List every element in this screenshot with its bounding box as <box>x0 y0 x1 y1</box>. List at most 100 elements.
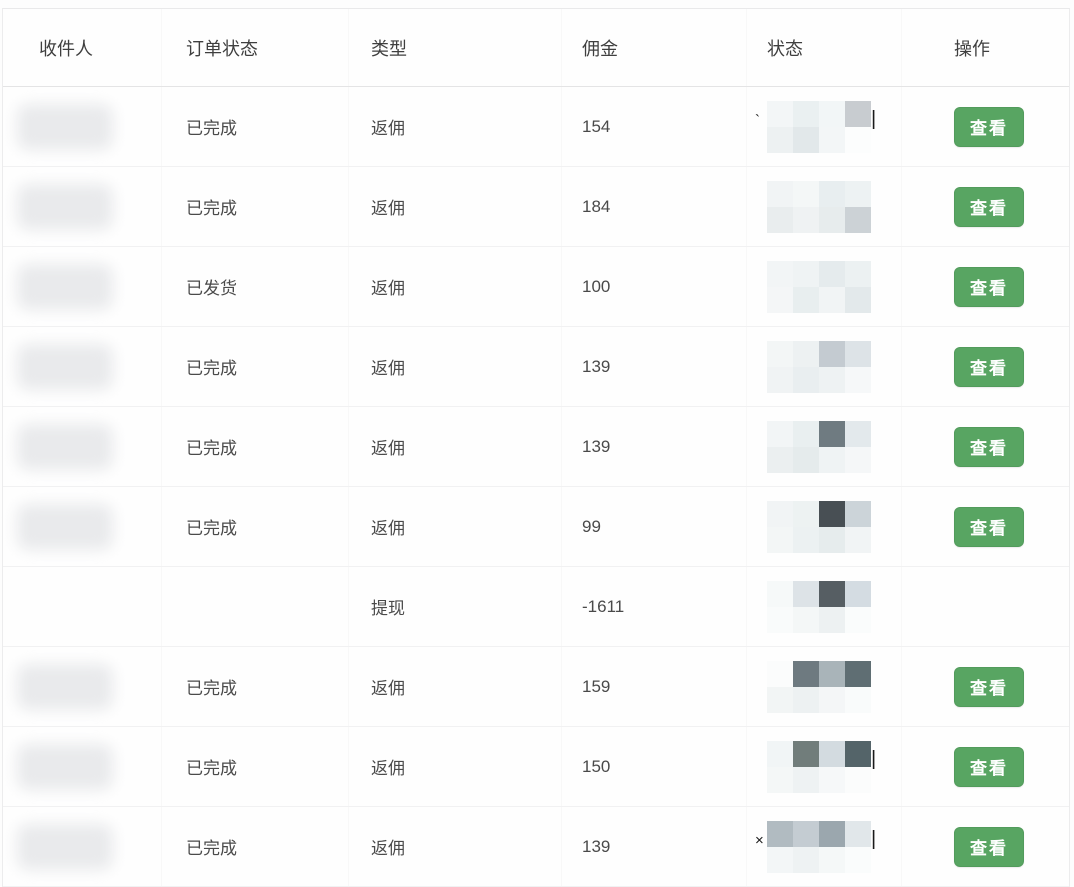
action-cell: 查看 <box>901 487 1069 566</box>
table-row: 已完成 返佣 184 查看 <box>3 167 1069 247</box>
type-cell: 返佣 <box>348 727 561 806</box>
commission-cell: 139 <box>561 807 746 886</box>
table-row: 已完成 返佣 139 查看 <box>3 407 1069 487</box>
view-button[interactable]: 查看 <box>954 826 1024 867</box>
order-status-cell: 已完成 <box>161 727 348 806</box>
commission-cell: 184 <box>561 167 746 246</box>
order-status-cell: 已完成 <box>161 87 348 166</box>
commission-cell: 139 <box>561 407 746 486</box>
view-button[interactable]: 查看 <box>954 426 1024 467</box>
table-row: 已完成 返佣 154 ` | 查看 <box>3 87 1069 167</box>
redacted-recipient-blur <box>17 663 113 710</box>
view-button[interactable]: 查看 <box>954 346 1024 387</box>
type-cell: 返佣 <box>348 487 561 566</box>
redaction-artifact-left: × <box>755 832 764 849</box>
order-status-cell: 已发货 <box>161 247 348 326</box>
recipient-cell <box>3 727 161 806</box>
table-row: 已完成 返佣 139 查看 <box>3 327 1069 407</box>
redacted-recipient-blur <box>17 823 113 870</box>
action-cell: 查看 <box>901 407 1069 486</box>
view-button[interactable]: 查看 <box>954 186 1024 227</box>
redacted-status-mosaic <box>767 500 871 553</box>
status-cell <box>746 407 901 486</box>
orders-table: 收件人 订单状态 类型 佣金 状态 操作 已完成 返佣 154 ` | 查看 已… <box>2 8 1070 887</box>
recipient-cell <box>3 247 161 326</box>
status-cell: | <box>746 727 901 806</box>
order-status-cell: 已完成 <box>161 647 348 726</box>
recipient-cell <box>3 327 161 406</box>
view-button[interactable]: 查看 <box>954 266 1024 307</box>
status-cell: ` | <box>746 87 901 166</box>
recipient-cell <box>3 167 161 246</box>
redaction-artifact-right: | <box>871 108 877 130</box>
table-row: 提现 -1611 <box>3 567 1069 647</box>
header-recipient: 收件人 <box>39 38 93 59</box>
redacted-recipient-blur <box>17 103 113 150</box>
header-status: 状态 <box>746 9 901 86</box>
view-button[interactable]: 查看 <box>954 106 1024 147</box>
table-header: 收件人 订单状态 类型 佣金 状态 操作 <box>3 9 1069 87</box>
recipient-cell <box>3 87 161 166</box>
recipient-cell <box>3 647 161 726</box>
status-cell <box>746 487 901 566</box>
redacted-recipient-blur <box>17 503 113 550</box>
order-status-cell <box>161 567 348 646</box>
header-commission: 佣金 <box>561 9 746 86</box>
redacted-status-mosaic <box>767 580 871 633</box>
redacted-status-mosaic <box>767 740 871 793</box>
commission-cell: 150 <box>561 727 746 806</box>
redaction-artifact-right: | <box>871 828 877 850</box>
type-cell: 提现 <box>348 567 561 646</box>
redacted-status-mosaic <box>767 260 871 313</box>
type-cell: 返佣 <box>348 647 561 726</box>
redacted-recipient-blur <box>17 343 113 390</box>
status-cell <box>746 167 901 246</box>
commission-cell: 139 <box>561 327 746 406</box>
status-cell: × | <box>746 807 901 886</box>
action-cell: 查看 <box>901 167 1069 246</box>
commission-cell: 159 <box>561 647 746 726</box>
table-row: 已完成 返佣 159 查看 <box>3 647 1069 727</box>
status-cell <box>746 327 901 406</box>
redacted-status-mosaic <box>767 340 871 393</box>
redaction-artifact-right: | <box>871 748 877 770</box>
type-cell: 返佣 <box>348 247 561 326</box>
view-button[interactable]: 查看 <box>954 746 1024 787</box>
header-order-status: 订单状态 <box>161 9 348 86</box>
action-cell: 查看 <box>901 247 1069 326</box>
commission-cell: 100 <box>561 247 746 326</box>
view-button[interactable]: 查看 <box>954 666 1024 707</box>
redacted-status-mosaic <box>767 660 871 713</box>
redacted-recipient-blur <box>17 423 113 470</box>
recipient-cell <box>3 567 161 646</box>
order-status-cell: 已完成 <box>161 807 348 886</box>
commission-cell: 154 <box>561 87 746 166</box>
action-cell: 查看 <box>901 727 1069 806</box>
redacted-recipient-blur <box>17 263 113 310</box>
header-type: 类型 <box>348 9 561 86</box>
order-status-cell: 已完成 <box>161 167 348 246</box>
type-cell: 返佣 <box>348 807 561 886</box>
header-action: 操作 <box>901 9 1069 86</box>
view-button[interactable]: 查看 <box>954 506 1024 547</box>
table-row: 已发货 返佣 100 查看 <box>3 247 1069 327</box>
type-cell: 返佣 <box>348 407 561 486</box>
table-body: 已完成 返佣 154 ` | 查看 已完成 返佣 184 查看 已发货 <box>3 87 1069 887</box>
table-row: 已完成 返佣 139 × | 查看 <box>3 807 1069 887</box>
order-status-cell: 已完成 <box>161 407 348 486</box>
order-status-cell: 已完成 <box>161 487 348 566</box>
redacted-recipient-blur <box>17 743 113 790</box>
commission-cell: 99 <box>561 487 746 566</box>
status-cell <box>746 567 901 646</box>
redacted-status-mosaic <box>767 420 871 473</box>
action-cell <box>901 567 1069 646</box>
type-cell: 返佣 <box>348 167 561 246</box>
redacted-status-mosaic <box>767 820 871 873</box>
type-cell: 返佣 <box>348 87 561 166</box>
redacted-status-mosaic <box>767 100 871 153</box>
order-status-cell: 已完成 <box>161 327 348 406</box>
redacted-status-mosaic <box>767 180 871 233</box>
redacted-recipient-blur <box>17 183 113 230</box>
table-row: 已完成 返佣 150 | 查看 <box>3 727 1069 807</box>
action-cell: 查看 <box>901 87 1069 166</box>
